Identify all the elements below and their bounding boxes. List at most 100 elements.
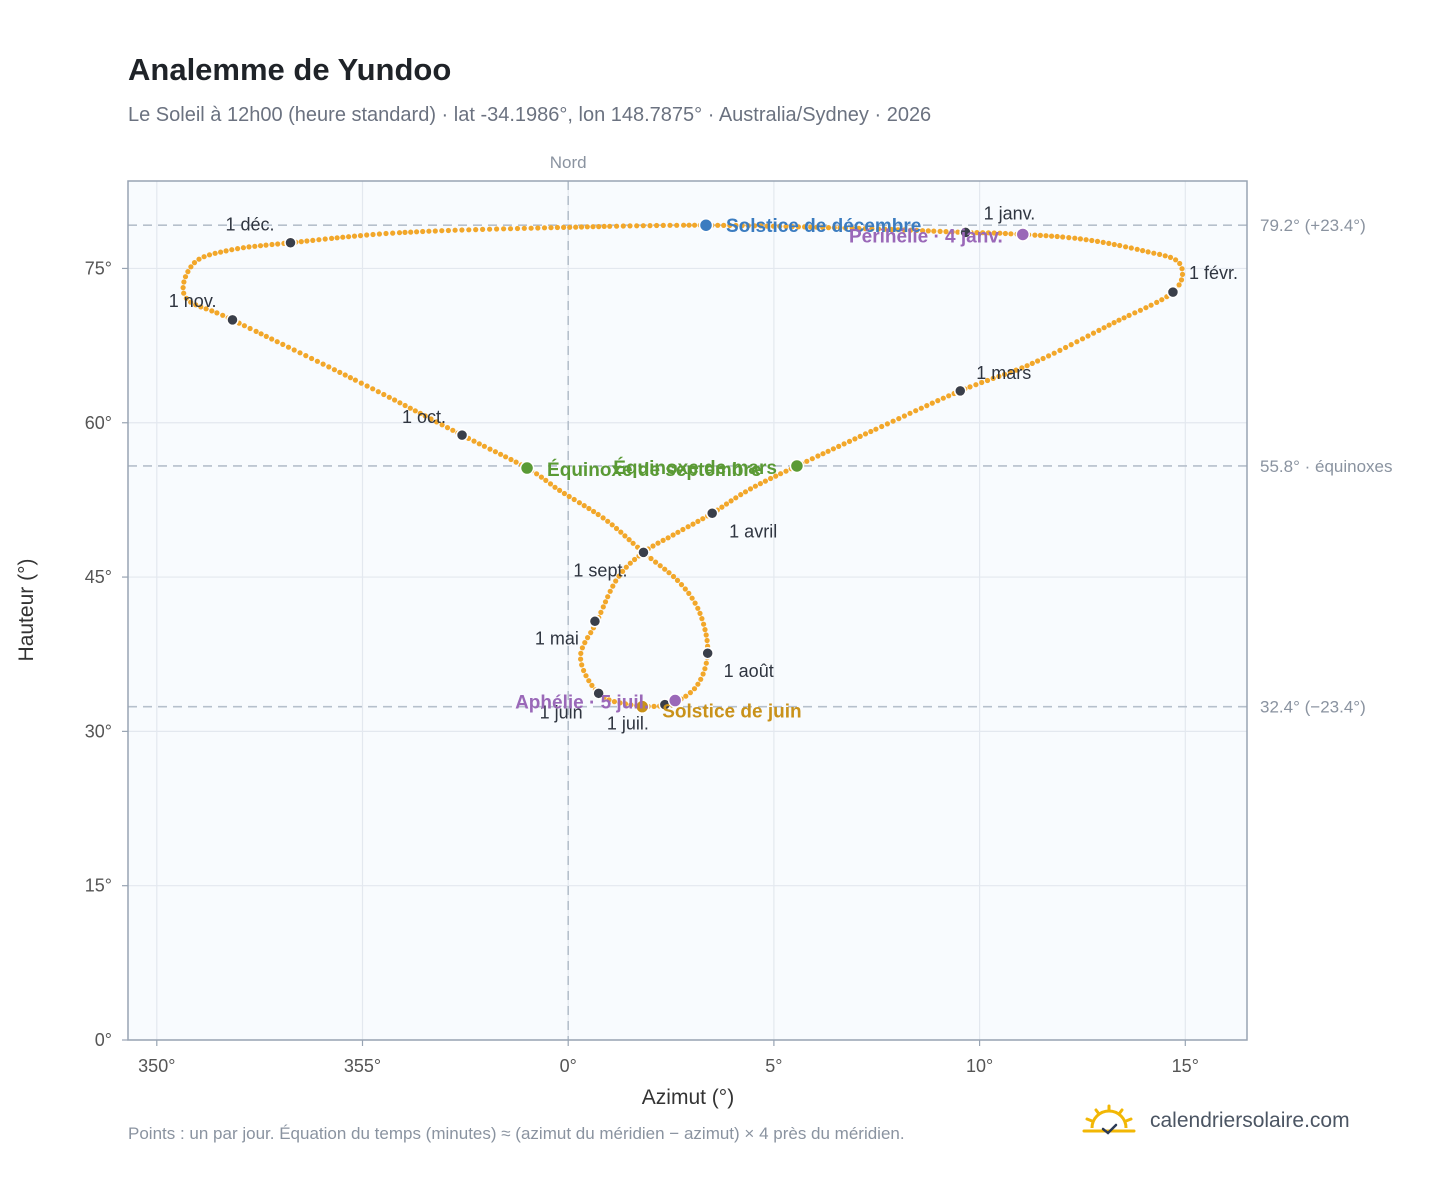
day-point bbox=[674, 222, 680, 228]
day-point bbox=[830, 446, 837, 452]
day-point bbox=[1083, 237, 1089, 243]
day-point bbox=[929, 400, 935, 406]
day-point bbox=[654, 222, 660, 229]
day-point bbox=[670, 573, 677, 580]
day-point bbox=[980, 230, 986, 236]
day-point bbox=[925, 228, 931, 234]
day-point bbox=[246, 244, 252, 250]
day-point bbox=[762, 478, 769, 484]
day-point bbox=[742, 489, 749, 495]
day-point bbox=[528, 225, 534, 231]
day-point bbox=[1054, 233, 1060, 240]
day-point bbox=[924, 403, 930, 409]
day-point bbox=[1008, 231, 1014, 237]
day-point bbox=[650, 543, 656, 549]
x-tick-label: 0° bbox=[560, 1056, 577, 1076]
day-point bbox=[1123, 244, 1129, 250]
day-point bbox=[613, 578, 619, 584]
event-marker bbox=[1015, 227, 1031, 242]
day-point bbox=[1040, 355, 1046, 362]
day-point bbox=[567, 224, 573, 230]
month-label: 1 mai bbox=[535, 628, 579, 648]
day-point bbox=[602, 599, 609, 605]
day-point bbox=[831, 225, 837, 231]
day-point bbox=[439, 228, 445, 234]
reference-lines: 79.2° (+23.4°) 55.8° · équinoxes 32.4° (−2… bbox=[128, 153, 1393, 1040]
chart-subtitle: Le Soleil à 12h00 (heure standard) · lat… bbox=[128, 104, 932, 126]
day-point bbox=[547, 481, 554, 487]
month-marker bbox=[1166, 285, 1180, 299]
day-point bbox=[198, 304, 204, 310]
day-point bbox=[188, 264, 194, 270]
day-point bbox=[390, 230, 396, 236]
day-point bbox=[702, 627, 708, 633]
month-marker bbox=[284, 236, 297, 249]
day-point bbox=[967, 384, 973, 390]
day-point bbox=[606, 697, 612, 703]
day-point bbox=[181, 290, 187, 296]
day-point bbox=[703, 660, 709, 666]
day-point bbox=[212, 250, 218, 256]
day-point bbox=[383, 230, 389, 237]
day-point bbox=[375, 389, 381, 395]
day-point bbox=[541, 225, 548, 231]
day-point bbox=[422, 413, 428, 419]
day-point bbox=[937, 228, 943, 234]
day-point bbox=[583, 673, 589, 679]
y-tick-label: 0° bbox=[95, 1030, 112, 1050]
day-point bbox=[1049, 233, 1055, 239]
day-point bbox=[1117, 242, 1123, 249]
day-point bbox=[935, 398, 941, 404]
day-point bbox=[1019, 365, 1025, 371]
day-point bbox=[397, 400, 403, 406]
day-point bbox=[241, 323, 247, 329]
day-point bbox=[974, 230, 980, 236]
day-point bbox=[681, 222, 687, 228]
day-point bbox=[609, 522, 615, 528]
day-point bbox=[588, 630, 594, 636]
month-label: 1 nov. bbox=[169, 291, 217, 311]
day-point bbox=[573, 224, 579, 230]
event-marker bbox=[789, 458, 805, 474]
day-point bbox=[337, 369, 343, 375]
day-point bbox=[420, 228, 426, 235]
day-point bbox=[622, 533, 628, 539]
day-point bbox=[996, 373, 1002, 379]
day-point bbox=[1106, 240, 1112, 246]
day-point bbox=[501, 226, 507, 232]
day-point bbox=[444, 425, 451, 431]
day-point bbox=[809, 456, 815, 462]
day-point bbox=[660, 222, 666, 228]
day-point bbox=[561, 490, 568, 497]
day-point bbox=[849, 225, 855, 231]
day-point bbox=[931, 228, 937, 234]
day-point bbox=[1140, 248, 1146, 254]
day-point bbox=[370, 386, 376, 392]
brand[interactable]: calendriersolaire.com bbox=[1082, 1104, 1350, 1138]
day-point bbox=[614, 223, 620, 229]
day-point bbox=[634, 223, 640, 229]
day-point bbox=[738, 492, 744, 498]
day-point bbox=[508, 456, 514, 463]
y-tick-label: 30° bbox=[85, 721, 112, 741]
day-point bbox=[1007, 369, 1013, 375]
day-point bbox=[802, 224, 808, 230]
day-point bbox=[1167, 254, 1174, 260]
day-point bbox=[678, 582, 685, 588]
day-point bbox=[620, 568, 626, 575]
day-point bbox=[889, 226, 895, 233]
day-point bbox=[1072, 235, 1078, 241]
day-point bbox=[666, 570, 672, 576]
day-point bbox=[697, 610, 703, 617]
event-label: Équinoxe de mars bbox=[613, 457, 777, 479]
day-point bbox=[836, 443, 842, 449]
month-label: 1 févr. bbox=[1189, 263, 1238, 283]
day-point bbox=[331, 367, 337, 373]
day-point bbox=[185, 269, 191, 275]
plot-area bbox=[128, 181, 1247, 1040]
day-point bbox=[480, 226, 486, 232]
day-point bbox=[407, 405, 413, 411]
day-point bbox=[445, 227, 451, 234]
day-point bbox=[538, 474, 545, 480]
day-point bbox=[727, 222, 733, 228]
